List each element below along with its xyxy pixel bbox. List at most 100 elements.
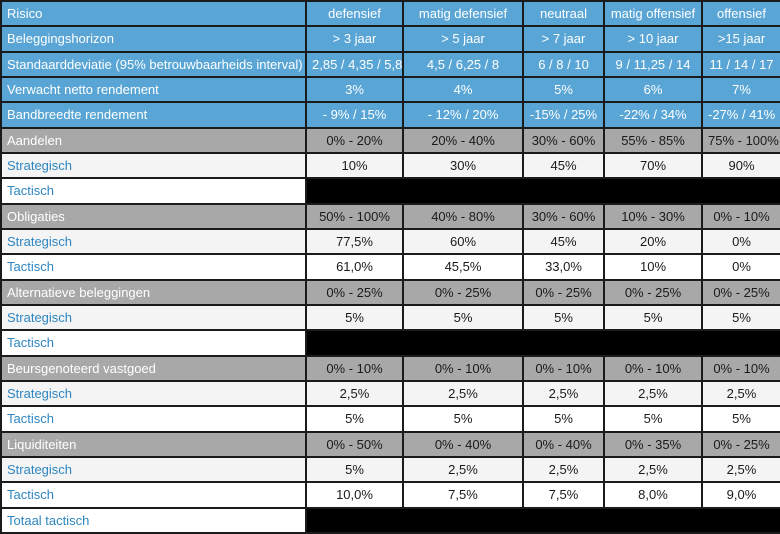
value-cell: defensief [305,0,404,28]
value-cell: 4,5 / 6,25 / 8 [402,50,524,78]
value-cell: 5% [701,303,780,332]
value-cell: 0% - 40% [402,430,524,458]
value-cell: matig offensief [603,0,703,28]
value-cell: 2,5% [402,455,524,484]
value-cell: 9,0% [701,481,780,509]
row-label: Strategisch [0,227,307,256]
row-label: Tactisch [0,177,307,205]
row-label: Strategisch [0,379,307,408]
value-cell: > 3 jaar [305,25,404,53]
value-cell: 4% [402,75,524,104]
row-label: Strategisch [0,455,307,484]
value-cell: 2,5% [402,379,524,408]
row-label: Strategisch [0,303,307,332]
tactisch-row-redacted: Tactisch [0,329,780,357]
value-cell: -22% / 34% [603,101,703,129]
redacted-bar [305,329,780,357]
tactisch-row: Tactisch 10,0% 7,5% 7,5% 8,0% 9,0% [0,481,780,509]
value-cell: > 7 jaar [522,25,605,53]
value-cell: 20% - 40% [402,126,524,154]
value-cell: 40% - 80% [402,202,524,230]
strategisch-row: Strategisch 77,5% 60% 45% 20% 0% [0,227,780,256]
value-cell: - 9% / 15% [305,101,404,129]
value-cell: offensief [701,0,780,28]
section-row-beursgenoteerd-vastgoed: Beursgenoteerd vastgoed 0% - 10% 0% - 10… [0,354,780,382]
value-cell: 61,0% [305,253,404,281]
section-row-obligaties: Obligaties 50% - 100% 40% - 80% 30% - 60… [0,202,780,230]
redacted-bar [305,177,780,205]
value-cell: 10% - 30% [603,202,703,230]
row-label: Totaal tactisch [0,506,307,534]
value-cell: 5% [603,303,703,332]
value-cell: 45,5% [402,253,524,281]
value-cell: 0% - 10% [522,354,605,382]
value-cell: matig defensief [402,0,524,28]
row-label: Standaarddeviatie (95% betrouwbaarheids … [0,50,307,78]
row-label: Bandbreedte rendement [0,101,307,129]
value-cell: 33,0% [522,253,605,281]
value-cell: 0% - 25% [402,278,524,306]
value-cell: 11 / 14 / 17 [701,50,780,78]
row-label: Obligaties [0,202,307,230]
value-cell: -27% / 41% [701,101,780,129]
header-row-verwacht-rendement: Verwacht netto rendement 3% 4% 5% 6% 7% [0,75,780,104]
value-cell: 8,0% [603,481,703,509]
value-cell: 5% [603,405,703,433]
value-cell: -15% / 25% [522,101,605,129]
strategisch-row: Strategisch 10% 30% 45% 70% 90% [0,151,780,180]
row-label: Tactisch [0,329,307,357]
value-cell: 5% [522,75,605,104]
value-cell: 10% [305,151,404,180]
value-cell: 55% - 85% [603,126,703,154]
value-cell: 30% - 60% [522,202,605,230]
value-cell: 10% [603,253,703,281]
value-cell: 5% [701,405,780,433]
row-label: Liquiditeiten [0,430,307,458]
section-row-alternatieve-beleggingen: Alternatieve beleggingen 0% - 25% 0% - 2… [0,278,780,306]
row-label: Alternatieve beleggingen [0,278,307,306]
row-label: Risico [0,0,307,28]
value-cell: >15 jaar [701,25,780,53]
value-cell: 0% - 25% [305,278,404,306]
row-label: Tactisch [0,481,307,509]
value-cell: 7,5% [402,481,524,509]
section-row-liquiditeiten: Liquiditeiten 0% - 50% 0% - 40% 0% - 40%… [0,430,780,458]
totaal-tactisch-row-redacted: Totaal tactisch [0,506,780,534]
row-label: Beleggingshorizon [0,25,307,53]
value-cell: 0% [701,253,780,281]
value-cell: 90% [701,151,780,180]
value-cell: 7,5% [522,481,605,509]
value-cell: 70% [603,151,703,180]
tactisch-row: Tactisch 5% 5% 5% 5% 5% [0,405,780,433]
value-cell: 0% - 35% [603,430,703,458]
value-cell: 0% - 25% [701,278,780,306]
value-cell: 0% - 25% [701,430,780,458]
value-cell: 75% - 100% [701,126,780,154]
value-cell: 2,5% [603,455,703,484]
row-label: Aandelen [0,126,307,154]
value-cell: 0% - 20% [305,126,404,154]
value-cell: 2,5% [305,379,404,408]
value-cell: 60% [402,227,524,256]
value-cell: 45% [522,227,605,256]
value-cell: 5% [305,405,404,433]
row-label: Tactisch [0,253,307,281]
value-cell: 0% - 10% [305,354,404,382]
value-cell: 5% [305,455,404,484]
value-cell: 20% [603,227,703,256]
row-label: Verwacht netto rendement [0,75,307,104]
value-cell: 0% - 50% [305,430,404,458]
strategisch-row: Strategisch 5% 5% 5% 5% 5% [0,303,780,332]
value-cell: 0% - 25% [522,278,605,306]
tactisch-row: Tactisch 61,0% 45,5% 33,0% 10% 0% [0,253,780,281]
row-label: Beursgenoteerd vastgoed [0,354,307,382]
value-cell: 6 / 8 / 10 [522,50,605,78]
section-row-aandelen: Aandelen 0% - 20% 20% - 40% 30% - 60% 55… [0,126,780,154]
value-cell: 2,5% [522,455,605,484]
value-cell: 10,0% [305,481,404,509]
value-cell: 6% [603,75,703,104]
strategisch-row: Strategisch 2,5% 2,5% 2,5% 2,5% 2,5% [0,379,780,408]
header-row-bandbreedte: Bandbreedte rendement - 9% / 15% - 12% /… [0,101,780,129]
